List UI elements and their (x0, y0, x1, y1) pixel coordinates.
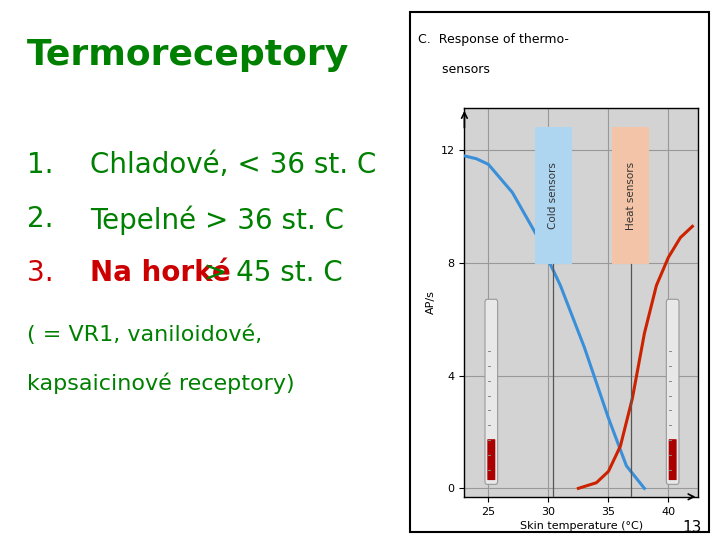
Text: sensors: sensors (418, 63, 490, 76)
Text: kapsaicinové receptory): kapsaicinové receptory) (27, 373, 294, 394)
Text: C.  Response of thermo-: C. Response of thermo- (418, 33, 569, 46)
FancyBboxPatch shape (612, 127, 649, 264)
FancyBboxPatch shape (666, 299, 679, 484)
Text: 3.: 3. (27, 259, 71, 287)
Text: Heat sensors: Heat sensors (626, 161, 636, 230)
FancyBboxPatch shape (669, 439, 677, 480)
Text: Termoreceptory: Termoreceptory (27, 38, 349, 72)
Text: > 45 st. C: > 45 st. C (195, 259, 343, 287)
Text: Chladové, < 36 st. C: Chladové, < 36 st. C (91, 151, 377, 179)
FancyBboxPatch shape (534, 127, 572, 264)
Text: 2.: 2. (27, 205, 71, 233)
FancyBboxPatch shape (485, 299, 498, 484)
Y-axis label: AP/s: AP/s (426, 291, 436, 314)
Text: Na horké: Na horké (91, 259, 231, 287)
Text: ( = VR1, vaniloidové,: ( = VR1, vaniloidové, (27, 324, 262, 345)
Text: Cold sensors: Cold sensors (549, 162, 558, 229)
FancyBboxPatch shape (487, 439, 495, 480)
Text: 1.: 1. (27, 151, 71, 179)
X-axis label: Skin temperature (°C): Skin temperature (°C) (520, 521, 643, 531)
Text: Tepelné > 36 st. C: Tepelné > 36 st. C (91, 205, 344, 235)
Text: 13: 13 (683, 519, 702, 535)
